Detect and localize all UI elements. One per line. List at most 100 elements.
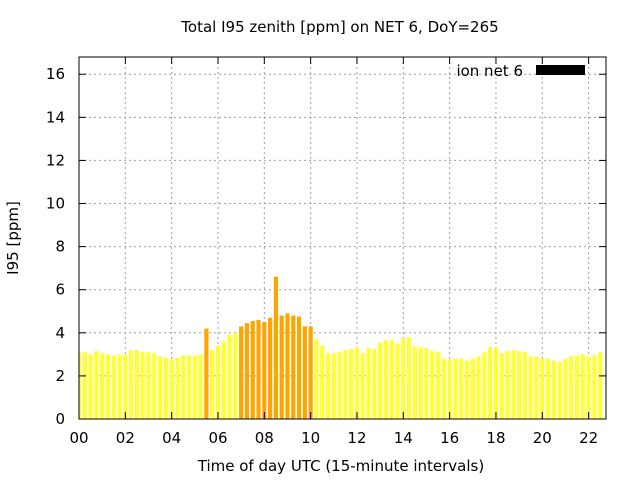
bar xyxy=(82,352,87,419)
y-tick-label: 6 xyxy=(55,281,65,299)
bar xyxy=(157,356,163,419)
x-tick-label: 00 xyxy=(69,429,88,447)
bar xyxy=(337,352,342,419)
x-tick-label: 22 xyxy=(579,429,598,447)
bar xyxy=(181,355,186,419)
bar xyxy=(511,350,516,419)
bar xyxy=(354,347,360,419)
bar xyxy=(453,358,458,419)
bar xyxy=(163,357,168,419)
bar xyxy=(169,359,174,419)
bar xyxy=(262,322,267,419)
bar xyxy=(215,345,221,419)
plot-frame xyxy=(78,56,607,420)
bar xyxy=(499,353,504,419)
bar xyxy=(563,358,568,419)
x-tick-label: 06 xyxy=(208,429,227,447)
x-tick-label: 02 xyxy=(116,429,135,447)
bar xyxy=(407,337,412,419)
bar xyxy=(175,357,180,419)
y-tick-label: 16 xyxy=(46,65,65,83)
bar xyxy=(551,360,556,419)
bar xyxy=(546,358,551,419)
bar xyxy=(239,326,244,419)
bar xyxy=(476,356,481,419)
bar xyxy=(488,346,493,419)
bar xyxy=(123,354,128,419)
bar xyxy=(273,276,278,419)
bar xyxy=(314,339,319,419)
bar xyxy=(557,361,562,419)
x-tick-label: 08 xyxy=(255,429,274,447)
bar xyxy=(134,350,139,419)
x-tick-label: 14 xyxy=(394,429,413,447)
bar xyxy=(522,352,528,419)
bar xyxy=(383,340,389,419)
bar xyxy=(378,342,383,419)
bar xyxy=(146,352,151,419)
bar xyxy=(349,348,354,419)
bar xyxy=(325,353,331,419)
x-tick-label: 18 xyxy=(486,429,505,447)
bar xyxy=(279,315,284,419)
bar xyxy=(210,350,215,419)
bar xyxy=(244,323,250,419)
legend-label: ion net 6 xyxy=(456,62,523,80)
bar xyxy=(435,352,441,419)
bar xyxy=(152,353,157,419)
bar xyxy=(221,341,226,419)
y-tick-label: 12 xyxy=(46,151,65,169)
bar xyxy=(412,346,417,419)
bar xyxy=(493,347,499,419)
bar xyxy=(186,355,192,419)
bar xyxy=(250,320,255,419)
bar xyxy=(227,334,232,419)
y-tick-label: 8 xyxy=(55,238,65,256)
y-tick-label: 0 xyxy=(55,410,65,428)
bar xyxy=(233,332,238,419)
bar xyxy=(569,356,574,419)
legend-swatch xyxy=(536,65,585,75)
bar xyxy=(574,355,580,419)
bar xyxy=(343,350,348,419)
bar xyxy=(389,340,394,419)
bar xyxy=(94,351,99,419)
legend: ion net 6 xyxy=(456,62,585,80)
bar xyxy=(140,352,145,419)
x-tick-label: 16 xyxy=(440,429,459,447)
bar xyxy=(401,338,406,419)
bar xyxy=(198,354,203,419)
bar xyxy=(320,345,325,419)
bar xyxy=(111,355,116,419)
bar xyxy=(459,358,464,419)
y-axis-label: I95 [ppm] xyxy=(4,201,22,275)
bar xyxy=(540,358,545,419)
bar xyxy=(88,354,93,419)
bar xyxy=(418,346,423,419)
bar xyxy=(598,352,603,419)
bar xyxy=(117,354,122,419)
bar xyxy=(366,347,371,419)
bar xyxy=(129,350,134,419)
bar xyxy=(517,351,522,419)
x-axis-label: Time of day UTC (15-minute intervals) xyxy=(197,457,484,475)
x-tick-label: 20 xyxy=(533,429,552,447)
y-tick-label: 10 xyxy=(46,195,65,213)
bar xyxy=(285,313,290,419)
bar xyxy=(470,358,475,419)
bar xyxy=(592,355,597,419)
bar xyxy=(482,352,487,419)
bar xyxy=(302,326,307,419)
x-tick-label: 10 xyxy=(301,429,320,447)
bar xyxy=(296,316,302,419)
bar xyxy=(256,319,261,419)
x-tick-label: 12 xyxy=(347,429,366,447)
y-tick-label: 2 xyxy=(55,367,65,385)
bar xyxy=(441,358,446,419)
x-tick-label: 04 xyxy=(162,429,181,447)
bar xyxy=(291,315,296,419)
bar xyxy=(204,328,209,419)
bar xyxy=(447,359,452,419)
